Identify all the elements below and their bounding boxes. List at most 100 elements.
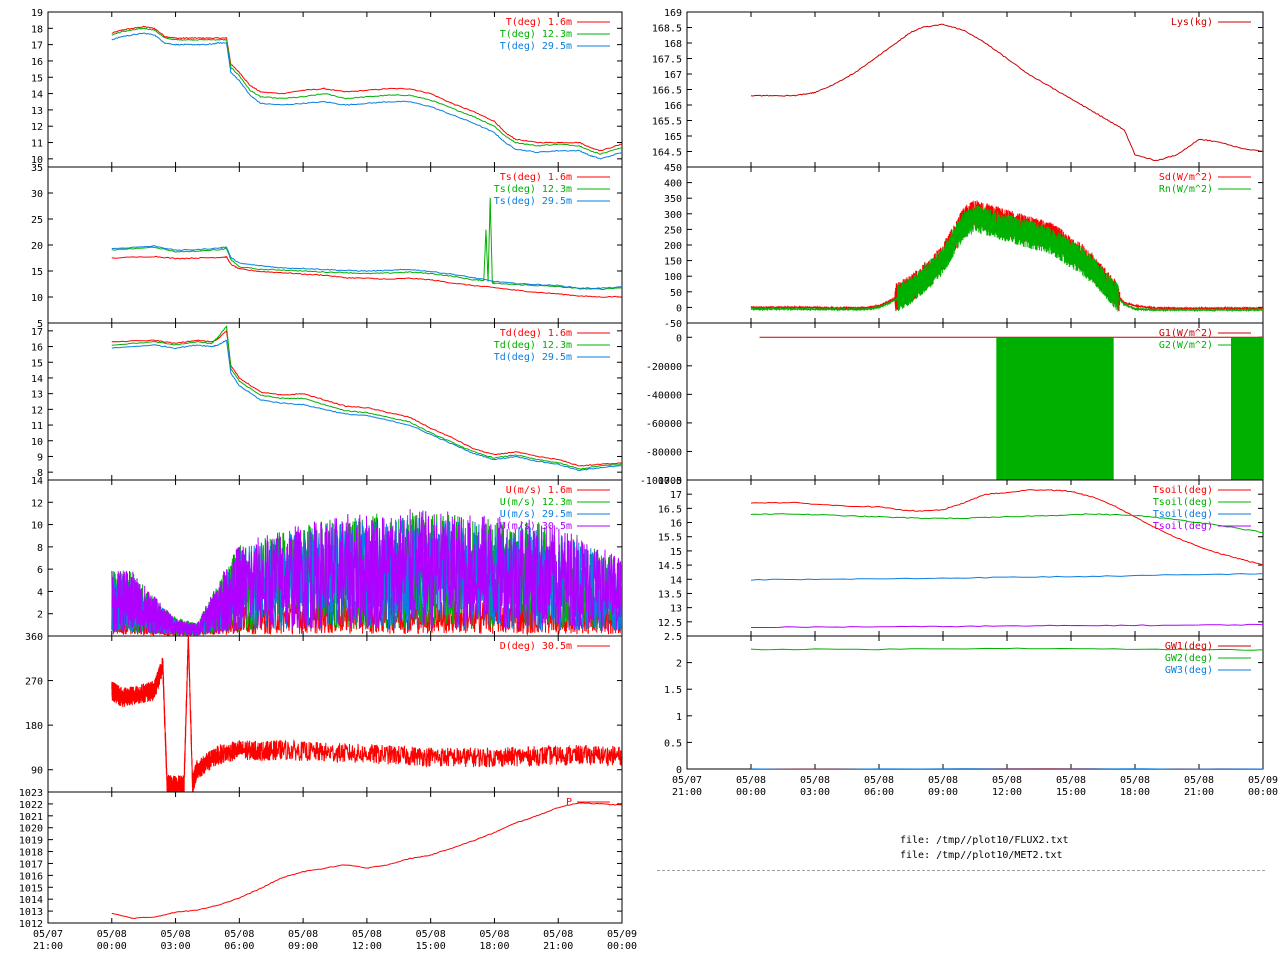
y-tick-label: 8 <box>37 543 43 554</box>
legend-label: Ts(deg) 1.6m <box>500 172 572 183</box>
series-group <box>750 23 1263 162</box>
y-tick-label: 166 <box>664 101 682 112</box>
y-tick-label: 180 <box>25 721 43 732</box>
chart-panel-gw: 0 0.5 1 1.5 2 2.5 GW1(deg)GW2(deg)GW3(deg) 05/0… <box>664 632 1278 798</box>
legend-label: T(deg) 12.3m <box>500 29 572 40</box>
chart-panel-press: 1012101310141015101610171018101910201021… <box>19 788 637 952</box>
series-3-line <box>111 509 622 636</box>
series-group <box>111 509 622 636</box>
legend-label: Td(deg) 12.3m <box>494 340 572 351</box>
series-0-line <box>750 489 1263 566</box>
x-tick-label-date: 05/08 <box>1120 775 1150 786</box>
y-tick-label: 169 <box>664 8 682 19</box>
series-1-line <box>111 325 622 470</box>
y-tick-label: 10 <box>31 293 43 304</box>
series-group <box>750 489 1263 628</box>
chart-panel-dir: 90 180 270 360 D(deg) 30.5m <box>25 632 623 793</box>
file-label-flux: file: /tmp//plot10/FLUX2.txt <box>900 835 1069 846</box>
legend-label: U(m/s) 29.5m <box>500 509 572 520</box>
x-tick-label-time: 09:00 <box>928 787 958 798</box>
y-tick-label: 16 <box>31 57 43 68</box>
series-group <box>750 647 1263 769</box>
x-tick-label-date: 05/08 <box>864 775 894 786</box>
legend-label: Rn(W/m^2) <box>1159 184 1213 195</box>
x-tick-label-date: 05/08 <box>736 775 766 786</box>
x-tick-label-date: 05/08 <box>97 929 127 940</box>
y-tick-label: 2.5 <box>664 632 682 643</box>
x-tick-label-time: 00:00 <box>1248 787 1278 798</box>
x-tick-label-time: 18:00 <box>1120 787 1150 798</box>
legend-label: G2(W/m^2) <box>1159 340 1213 351</box>
y-tick-label: 166.5 <box>652 86 682 97</box>
series-group <box>111 636 622 792</box>
x-tick-label-time: 12:00 <box>352 941 382 952</box>
x-tick-label-date: 05/08 <box>161 929 191 940</box>
x-tick-label-time: 21:00 <box>543 941 573 952</box>
y-tick-label: 17 <box>31 327 43 338</box>
y-tick-label: 13.5 <box>658 589 682 600</box>
legend-label: Tsoil(deg) <box>1153 485 1213 496</box>
series-group <box>111 197 622 298</box>
y-tick-label: 6 <box>37 565 43 576</box>
y-tick-label: 1 <box>676 712 682 723</box>
y-tick-label: 15 <box>31 358 43 369</box>
y-tick-label: 100 <box>664 272 682 283</box>
y-tick-label: 168 <box>664 39 682 50</box>
x-tick-label-time: 00:00 <box>607 941 637 952</box>
y-tick-label: -80000 <box>646 447 682 458</box>
x-tick-label-time: 06:00 <box>864 787 894 798</box>
y-tick-label: 2 <box>37 610 43 621</box>
series-3-line <box>751 623 1263 628</box>
x-tick-label-date: 05/07 <box>33 929 63 940</box>
y-tick-label: 167.5 <box>652 55 682 66</box>
y-tick-label: 13 <box>31 390 43 401</box>
y-tick-label: 270 <box>25 677 43 688</box>
y-tick-label: 0 <box>676 333 682 344</box>
x-tick-label-date: 05/08 <box>479 929 509 940</box>
legend-label: Tsoil(deg) <box>1153 509 1213 520</box>
legend-label: Tsoil(deg) <box>1153 521 1213 532</box>
y-tick-label: 0 <box>676 303 682 314</box>
x-tick-label-time: 15:00 <box>1056 787 1086 798</box>
y-tick-label: 20 <box>31 241 43 252</box>
y-tick-label: 15 <box>670 547 682 558</box>
y-tick-label: 164.5 <box>652 148 682 159</box>
y-tick-label: 0 <box>676 765 682 776</box>
series-1-line <box>750 204 1263 313</box>
legend-label: GW3(deg) <box>1165 665 1213 676</box>
panel-frame <box>686 11 1264 168</box>
x-tick-label-time: 03:00 <box>800 787 830 798</box>
y-tick-label: 1014 <box>19 895 43 906</box>
x-tick-label-time: 00:00 <box>97 941 127 952</box>
y-tick-label: 19 <box>31 8 43 19</box>
legend-label: U(m/s) 1.6m <box>506 485 572 496</box>
x-tick-label-date: 05/09 <box>1248 775 1278 786</box>
y-tick-label: 8 <box>37 468 43 479</box>
footer-divider <box>657 870 1265 871</box>
y-tick-label: 10 <box>31 521 43 532</box>
y-tick-label: 1012 <box>19 919 43 930</box>
legend-label: P <box>566 797 572 808</box>
y-tick-label: 14.5 <box>658 561 682 572</box>
y-tick-label: 18 <box>31 24 43 35</box>
y-tick-label: 1015 <box>19 883 43 894</box>
y-tick-label: 16 <box>670 519 682 530</box>
y-tick-label: 16 <box>31 343 43 354</box>
y-tick-label: 12 <box>31 405 43 416</box>
series-group <box>759 336 1263 480</box>
y-tick-label: 10 <box>31 437 43 448</box>
series-0-line <box>111 255 622 298</box>
y-tick-label: 1013 <box>19 907 43 918</box>
y-tick-label: 14 <box>31 374 43 385</box>
legend-label: Td(deg) 1.6m <box>500 328 572 339</box>
x-tick-label-date: 05/08 <box>800 775 830 786</box>
series-0-line <box>750 23 1263 162</box>
y-tick-label: 1020 <box>19 824 43 835</box>
y-tick-label: 12 <box>31 498 43 509</box>
x-tick-label-time: 03:00 <box>161 941 191 952</box>
chart-panel-tsoil: 12.5 13 13.5 14 14.5 15 15.5 16 16.5 17 17.5 Tsoil(… <box>658 476 1264 637</box>
series-0-line <box>111 25 622 152</box>
